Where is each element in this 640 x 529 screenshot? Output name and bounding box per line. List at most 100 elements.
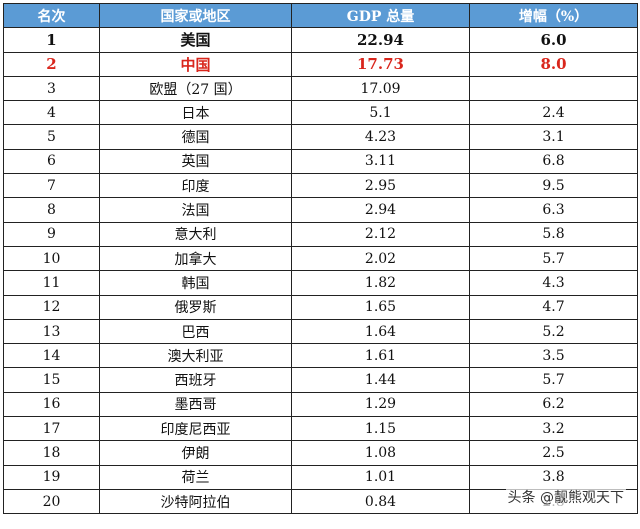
- table-row: 14 澳大利亚 1.61 3.5: [3, 343, 638, 369]
- cell-rank: 6: [3, 148, 100, 175]
- cell-rank: 9: [3, 221, 100, 247]
- cell-gdp: 2.95: [291, 173, 470, 199]
- cell-growth: 2.4: [469, 100, 638, 126]
- cell-growth: 3.1: [469, 124, 638, 150]
- cell-rank: 14: [3, 343, 100, 369]
- cell-rank: 17: [3, 416, 100, 442]
- table-row: 18 伊朗 1.08 2.5: [3, 440, 638, 466]
- table-row: 13 巴西 1.64 5.2: [3, 318, 638, 345]
- cell-growth: 3.5: [469, 343, 638, 369]
- cell-country: 美国: [99, 27, 292, 53]
- cell-country: 沙特阿拉伯: [99, 488, 292, 515]
- gdp-ranking-table: 名次 国家或地区 GDP 总量 增幅（%） 1 美国 22.94 6.0 2 中国 17.7…: [3, 2, 638, 515]
- cell-country: 德国: [99, 124, 292, 150]
- cell-country: 西班牙: [99, 367, 292, 393]
- table-row: 5 德国 4.23 3.1: [3, 124, 638, 150]
- cell-gdp: 1.15: [291, 416, 470, 442]
- cell-gdp: 1.61: [291, 343, 470, 369]
- header-growth: 增幅（%）: [469, 2, 638, 29]
- watermark: 头条 @靓熊观天下: [505, 487, 626, 507]
- table-row: 15 西班牙 1.44 5.7: [3, 367, 638, 393]
- cell-rank: 20: [3, 488, 100, 515]
- cell-country: 伊朗: [99, 440, 292, 466]
- cell-gdp: 2.94: [291, 197, 470, 223]
- table-row: 2 中国 17.73 8.0: [3, 51, 638, 77]
- cell-growth: 5.7: [469, 245, 638, 272]
- cell-growth: 2.5: [469, 440, 638, 466]
- cell-growth: 4.7: [469, 294, 638, 320]
- cell-rank: 1: [3, 27, 100, 53]
- cell-gdp: 1.65: [291, 294, 470, 320]
- cell-gdp: 1.44: [291, 367, 470, 393]
- cell-rank: 4: [3, 100, 100, 126]
- header-gdp: GDP 总量: [291, 2, 470, 29]
- table-row: 4 日本 5.1 2.4: [3, 100, 638, 126]
- header-rank: 名次: [3, 2, 100, 29]
- cell-gdp: 0.84: [291, 488, 470, 515]
- cell-rank: 12: [3, 294, 100, 320]
- cell-country: 日本: [99, 100, 292, 126]
- cell-country: 印度: [99, 173, 292, 199]
- cell-rank: 19: [3, 464, 100, 490]
- cell-country: 墨西哥: [99, 391, 292, 418]
- cell-gdp: 1.01: [291, 464, 470, 490]
- cell-country: 俄罗斯: [99, 294, 292, 320]
- cell-growth: 5.7: [469, 367, 638, 393]
- cell-country: 意大利: [99, 221, 292, 247]
- table-row: 16 墨西哥 1.29 6.2: [3, 391, 638, 418]
- cell-rank: 15: [3, 367, 100, 393]
- table-row: 12 俄罗斯 1.65 4.7: [3, 294, 638, 320]
- cell-gdp: 2.02: [291, 245, 470, 272]
- cell-country: 荷兰: [99, 464, 292, 490]
- cell-growth: 6.0: [469, 27, 638, 53]
- cell-country: 印度尼西亚: [99, 416, 292, 442]
- cell-growth: 6.3: [469, 197, 638, 223]
- table-row: 7 印度 2.95 9.5: [3, 173, 638, 199]
- cell-gdp: 5.1: [291, 100, 470, 126]
- cell-country: 中国: [99, 51, 292, 77]
- cell-rank: 7: [3, 173, 100, 199]
- cell-rank: 3: [3, 75, 100, 102]
- cell-rank: 16: [3, 391, 100, 418]
- cell-growth: [469, 75, 638, 102]
- cell-gdp: 17.73: [291, 51, 470, 77]
- cell-rank: 2: [3, 51, 100, 77]
- cell-growth: 6.2: [469, 391, 638, 418]
- cell-rank: 18: [3, 440, 100, 466]
- table-row: 1 美国 22.94 6.0: [3, 27, 638, 53]
- cell-country: 英国: [99, 148, 292, 175]
- table-header-row: 名次 国家或地区 GDP 总量 增幅（%）: [3, 2, 638, 29]
- cell-rank: 11: [3, 270, 100, 296]
- cell-gdp: 22.94: [291, 27, 470, 53]
- cell-country: 法国: [99, 197, 292, 223]
- cell-gdp: 2.12: [291, 221, 470, 247]
- cell-country: 澳大利亚: [99, 343, 292, 369]
- table-row: 10 加拿大 2.02 5.7: [3, 245, 638, 272]
- cell-country: 韩国: [99, 270, 292, 296]
- cell-rank: 13: [3, 318, 100, 345]
- table-row: 11 韩国 1.82 4.3: [3, 270, 638, 296]
- cell-growth: 3.2: [469, 416, 638, 442]
- table-row: 3 欧盟（27 国） 17.09: [3, 75, 638, 102]
- cell-growth: 8.0: [469, 51, 638, 77]
- cell-country: 欧盟（27 国）: [99, 75, 292, 102]
- cell-gdp: 1.64: [291, 318, 470, 345]
- cell-growth: 6.8: [469, 148, 638, 175]
- table-row: 17 印度尼西亚 1.15 3.2: [3, 416, 638, 442]
- cell-gdp: 1.29: [291, 391, 470, 418]
- cell-gdp: 1.08: [291, 440, 470, 466]
- table-row: 9 意大利 2.12 5.8: [3, 221, 638, 247]
- cell-rank: 8: [3, 197, 100, 223]
- cell-rank: 10: [3, 245, 100, 272]
- cell-gdp: 1.82: [291, 270, 470, 296]
- cell-gdp: 3.11: [291, 148, 470, 175]
- cell-gdp: 17.09: [291, 75, 470, 102]
- cell-rank: 5: [3, 124, 100, 150]
- cell-growth: 5.2: [469, 318, 638, 345]
- cell-country: 巴西: [99, 318, 292, 345]
- cell-growth: 3.8: [469, 464, 638, 490]
- header-country: 国家或地区: [99, 2, 292, 29]
- table-row: 8 法国 2.94 6.3: [3, 197, 638, 223]
- table-row: 6 英国 3.11 6.8: [3, 148, 638, 175]
- cell-growth: 5.8: [469, 221, 638, 247]
